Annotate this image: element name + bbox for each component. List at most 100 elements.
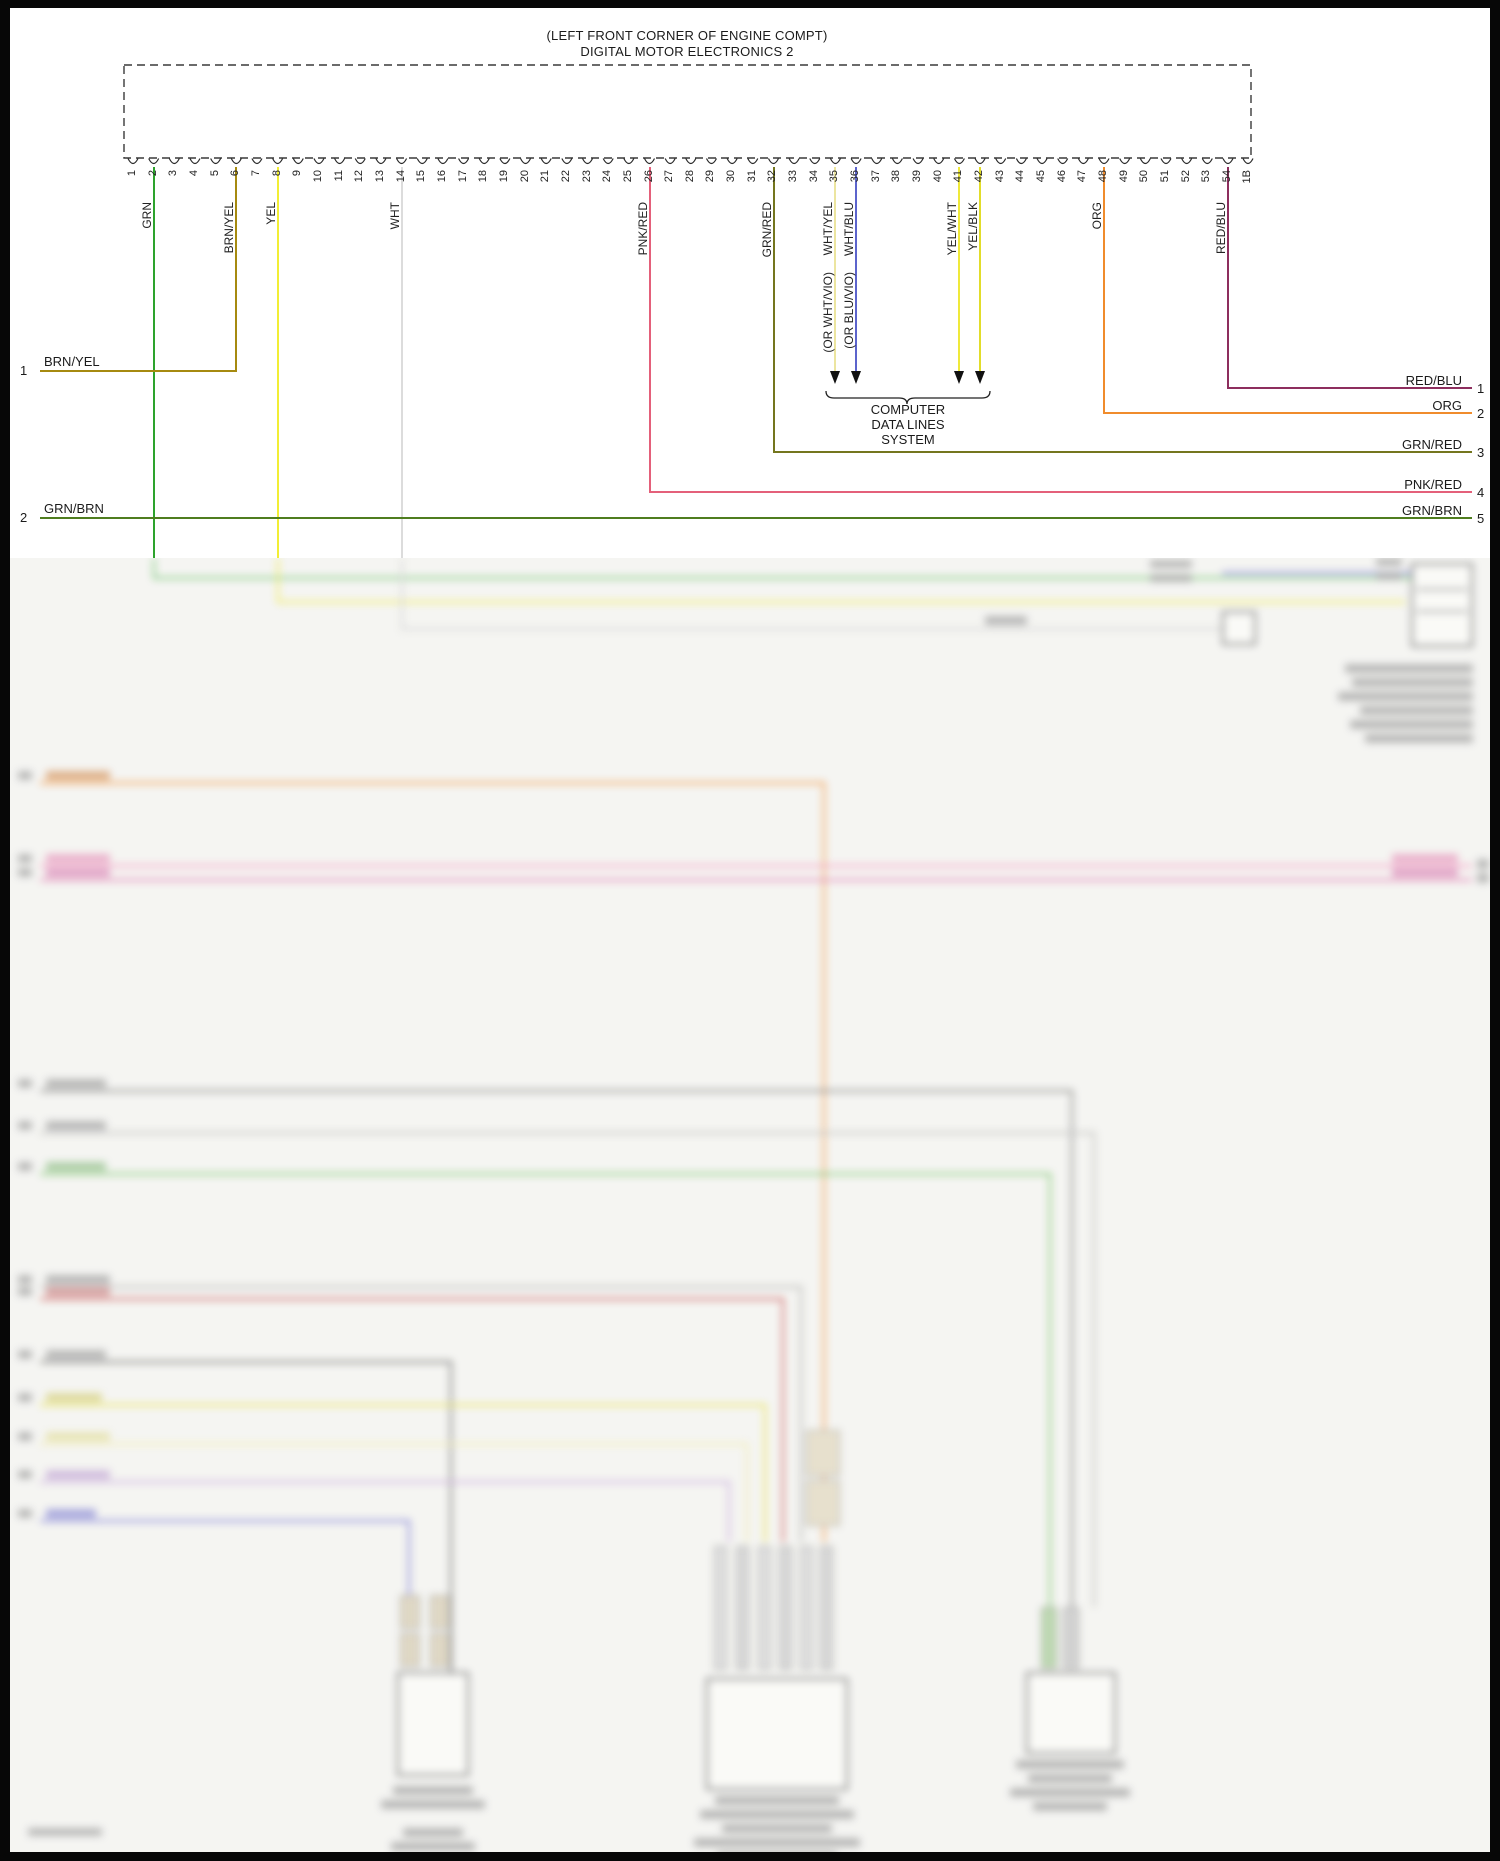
pin-terminal-arc (416, 158, 428, 165)
blurred-text (1477, 873, 1489, 883)
pin-terminal-arc (437, 158, 449, 165)
wire-pnk-red (649, 167, 1472, 493)
pin-number: 47 (1076, 170, 1089, 183)
blurred-wire-7 (40, 1089, 1074, 1607)
pin-terminal-arc (1242, 158, 1254, 165)
pin-terminal-arc (189, 158, 201, 165)
pin-number: 2 (146, 170, 159, 177)
pin-number: 18 (477, 170, 490, 183)
pin-terminal-arc (540, 158, 552, 165)
pin-terminal-arc (313, 158, 325, 165)
blurred-text (403, 1828, 463, 1837)
pin-terminal-arc (747, 158, 759, 165)
wire-pnk-red-label: PNK/RED (636, 202, 650, 256)
wire-grn-red (773, 167, 1472, 453)
blurred-text (46, 771, 110, 780)
right-terminal-label: ORG (1432, 398, 1462, 413)
pin-terminal-arc (953, 158, 965, 165)
pin-terminal-arc (396, 158, 408, 165)
blurred-connector-pin (1063, 1607, 1079, 1669)
blurred-text (1477, 859, 1489, 869)
pin-number: 44 (1014, 170, 1027, 183)
blurred-text (46, 1509, 96, 1518)
blurred-text (1345, 664, 1473, 673)
blurred-connector-pin (400, 1595, 420, 1629)
blurred-wire-16 (40, 1519, 411, 1607)
pin-number: 5 (208, 170, 221, 177)
pin-terminal-arc (809, 158, 821, 165)
left-terminal-label: GRN/BRN (44, 501, 104, 516)
blurred-wire-12 (40, 1360, 453, 1672)
blurred-text (18, 1350, 32, 1359)
pin-terminal-arc (581, 158, 594, 165)
blurred-connector-pin (736, 1546, 749, 1670)
pin-number: 28 (683, 170, 696, 183)
computer-data-lines-label: COMPUTER DATA LINES SYSTEM (870, 402, 946, 447)
blurred-text (1150, 574, 1192, 582)
blurred-text (46, 1162, 106, 1171)
blurred-text (1352, 678, 1473, 687)
blurred-wire-11 (40, 1297, 785, 1542)
blurred-text (28, 1828, 102, 1836)
blurred-wire-4 (40, 781, 826, 1542)
blurred-text (1365, 734, 1473, 743)
blurred-text (1150, 560, 1192, 568)
wire-brn-yel (40, 167, 237, 372)
pin-terminal-arc (933, 158, 945, 165)
blurred-text (46, 1275, 110, 1284)
blurred-text (18, 1432, 32, 1441)
blurred-connector-pin (806, 1430, 840, 1476)
pin-terminal-arc (1098, 158, 1110, 165)
blurred-connector-pin (800, 1546, 813, 1670)
pin-number: 16 (435, 170, 448, 183)
pin-terminal-arc (272, 158, 284, 165)
dme-connector-outline (123, 64, 1252, 159)
blurred-connector-pin (779, 1546, 792, 1670)
pin-number: 9 (291, 170, 304, 177)
blurred-text (46, 1350, 106, 1359)
pin-terminal-arc (705, 158, 718, 165)
pin-terminal-arc (726, 158, 738, 165)
pin-terminal-arc (375, 158, 387, 165)
blurred-text (46, 1287, 110, 1296)
blurred-wire-2 (276, 558, 1405, 604)
wire-grn-label: GRN (140, 202, 154, 229)
blurred-text (1376, 572, 1402, 580)
blurred-text (381, 1800, 485, 1809)
pin-terminal-arc (478, 158, 490, 165)
pin-terminal-arc (829, 158, 841, 165)
pin-terminal-arc (767, 158, 779, 165)
pin-terminal-arc (127, 158, 139, 165)
right-terminal-label: PNK/RED (1404, 477, 1462, 492)
wire-org (1103, 167, 1472, 414)
pin-number: 11 (332, 170, 345, 182)
pin-terminal-arc (1139, 158, 1151, 165)
pin-number: 43 (993, 170, 1006, 183)
blurred-text (46, 1121, 106, 1130)
blurred-text (46, 1079, 106, 1088)
wire-wht-blu-label: WHT/BLU (842, 202, 856, 256)
frame-right (1490, 0, 1500, 1861)
pin-terminal-arc (974, 158, 986, 165)
right-terminal-number: 5 (1477, 511, 1485, 526)
pin-number: 52 (1179, 170, 1192, 183)
pin-number: 1B (1241, 170, 1253, 184)
right-terminal-number: 2 (1477, 406, 1485, 421)
right-terminal-label: RED/BLU (1405, 373, 1462, 388)
pin-terminal-arc (354, 158, 366, 165)
pin-number: 10 (311, 170, 324, 183)
data-line-arrow-icon (830, 371, 840, 384)
pin-terminal-arc (850, 158, 862, 165)
pin-number: 3 (167, 170, 180, 177)
blurred-connector-pin (820, 1546, 833, 1670)
blurred-connector-pin (430, 1595, 450, 1629)
blurred-text (18, 1287, 32, 1296)
pin-terminal-arc (891, 158, 903, 165)
blurred-text (1416, 588, 1468, 591)
blurred-lower-section (10, 558, 1490, 1852)
pin-number: 41 (952, 170, 965, 183)
blurred-text (18, 868, 32, 877)
pin-number: 38 (890, 170, 903, 183)
pin-terminal-arc (664, 158, 676, 165)
